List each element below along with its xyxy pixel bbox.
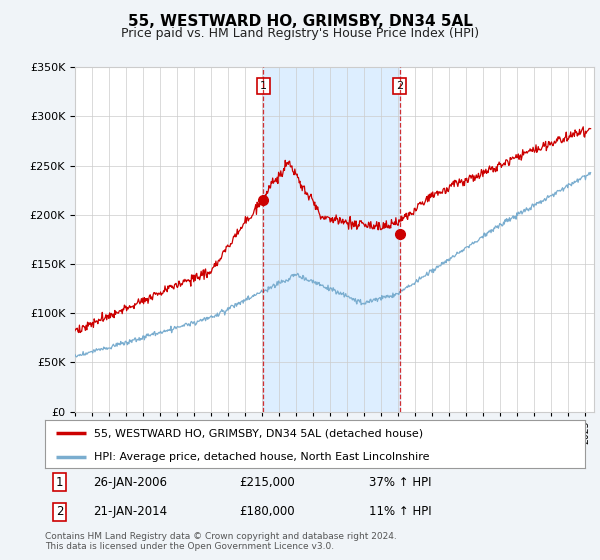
Text: 11% ↑ HPI: 11% ↑ HPI <box>369 505 431 519</box>
Text: 55, WESTWARD HO, GRIMSBY, DN34 5AL (detached house): 55, WESTWARD HO, GRIMSBY, DN34 5AL (deta… <box>94 428 423 438</box>
Text: 26-JAN-2006: 26-JAN-2006 <box>94 475 167 489</box>
Text: Price paid vs. HM Land Registry's House Price Index (HPI): Price paid vs. HM Land Registry's House … <box>121 27 479 40</box>
Text: HPI: Average price, detached house, North East Lincolnshire: HPI: Average price, detached house, Nort… <box>94 452 429 462</box>
Text: £180,000: £180,000 <box>239 505 295 519</box>
Text: 21-JAN-2014: 21-JAN-2014 <box>94 505 168 519</box>
Text: 2: 2 <box>396 81 403 91</box>
Text: Contains HM Land Registry data © Crown copyright and database right 2024.
This d: Contains HM Land Registry data © Crown c… <box>45 532 397 552</box>
Text: 55, WESTWARD HO, GRIMSBY, DN34 5AL: 55, WESTWARD HO, GRIMSBY, DN34 5AL <box>128 14 472 29</box>
Text: 2: 2 <box>56 505 64 519</box>
Text: 37% ↑ HPI: 37% ↑ HPI <box>369 475 431 489</box>
Text: 1: 1 <box>260 81 267 91</box>
Text: 1: 1 <box>56 475 64 489</box>
Text: £215,000: £215,000 <box>239 475 295 489</box>
Bar <box>263 67 400 412</box>
